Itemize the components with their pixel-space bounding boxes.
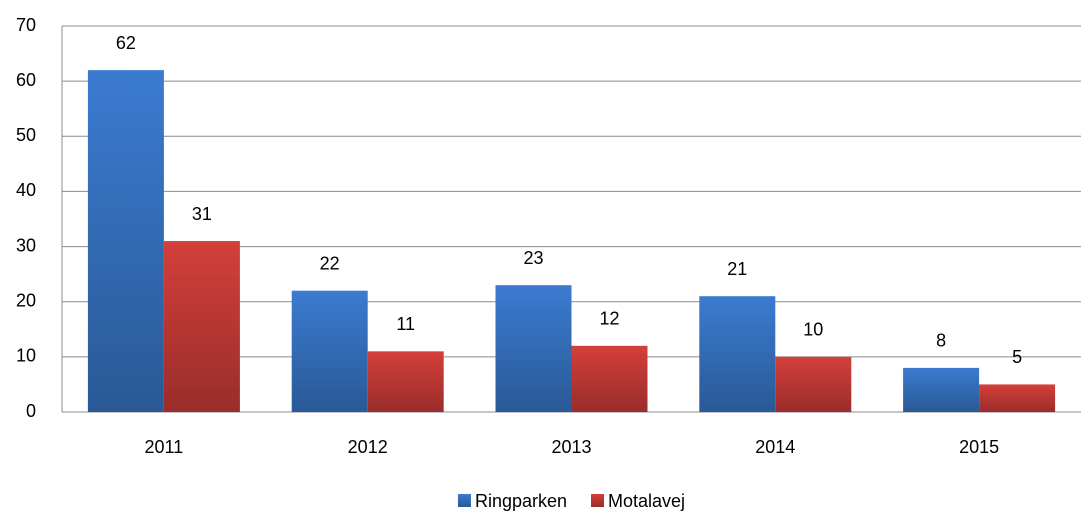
data-label: 22 xyxy=(320,253,340,273)
legend-swatch xyxy=(591,494,605,507)
data-label: 8 xyxy=(936,331,946,351)
legend-label: Ringparken xyxy=(475,491,567,511)
y-tick-label: 0 xyxy=(26,401,36,421)
data-label: 11 xyxy=(396,314,415,334)
y-tick-label: 70 xyxy=(16,15,36,35)
data-label: 62 xyxy=(116,33,136,53)
bar xyxy=(979,384,1056,412)
bar xyxy=(775,356,852,412)
y-tick-label: 10 xyxy=(16,346,36,366)
y-tick-label: 50 xyxy=(16,125,36,145)
y-tick-label: 40 xyxy=(16,180,36,200)
y-tick-label: 30 xyxy=(16,235,36,255)
data-label: 21 xyxy=(727,259,747,279)
legend-swatch xyxy=(457,494,471,507)
bar xyxy=(87,70,164,412)
legend-label: Motalavej xyxy=(608,491,685,511)
bar xyxy=(367,351,444,412)
data-label: 5 xyxy=(1012,347,1022,367)
y-tick-label: 60 xyxy=(16,70,36,90)
data-label: 12 xyxy=(599,309,619,329)
y-tick-label: 20 xyxy=(16,290,36,310)
data-label: 31 xyxy=(192,204,212,224)
legend: Ringparken Motalavej xyxy=(457,491,685,511)
bar xyxy=(495,285,572,412)
bar xyxy=(571,345,648,412)
x-tick-label: 2014 xyxy=(755,437,795,457)
bar xyxy=(699,296,776,412)
x-tick-label: 2013 xyxy=(551,437,591,457)
bar xyxy=(291,290,368,412)
data-label: 10 xyxy=(803,320,823,340)
x-tick-label: 2012 xyxy=(348,437,388,457)
bar xyxy=(163,241,240,412)
data-label: 23 xyxy=(523,248,543,268)
x-tick-label: 2011 xyxy=(145,437,184,457)
bar xyxy=(903,367,980,412)
x-tick-label: 2015 xyxy=(959,437,999,457)
